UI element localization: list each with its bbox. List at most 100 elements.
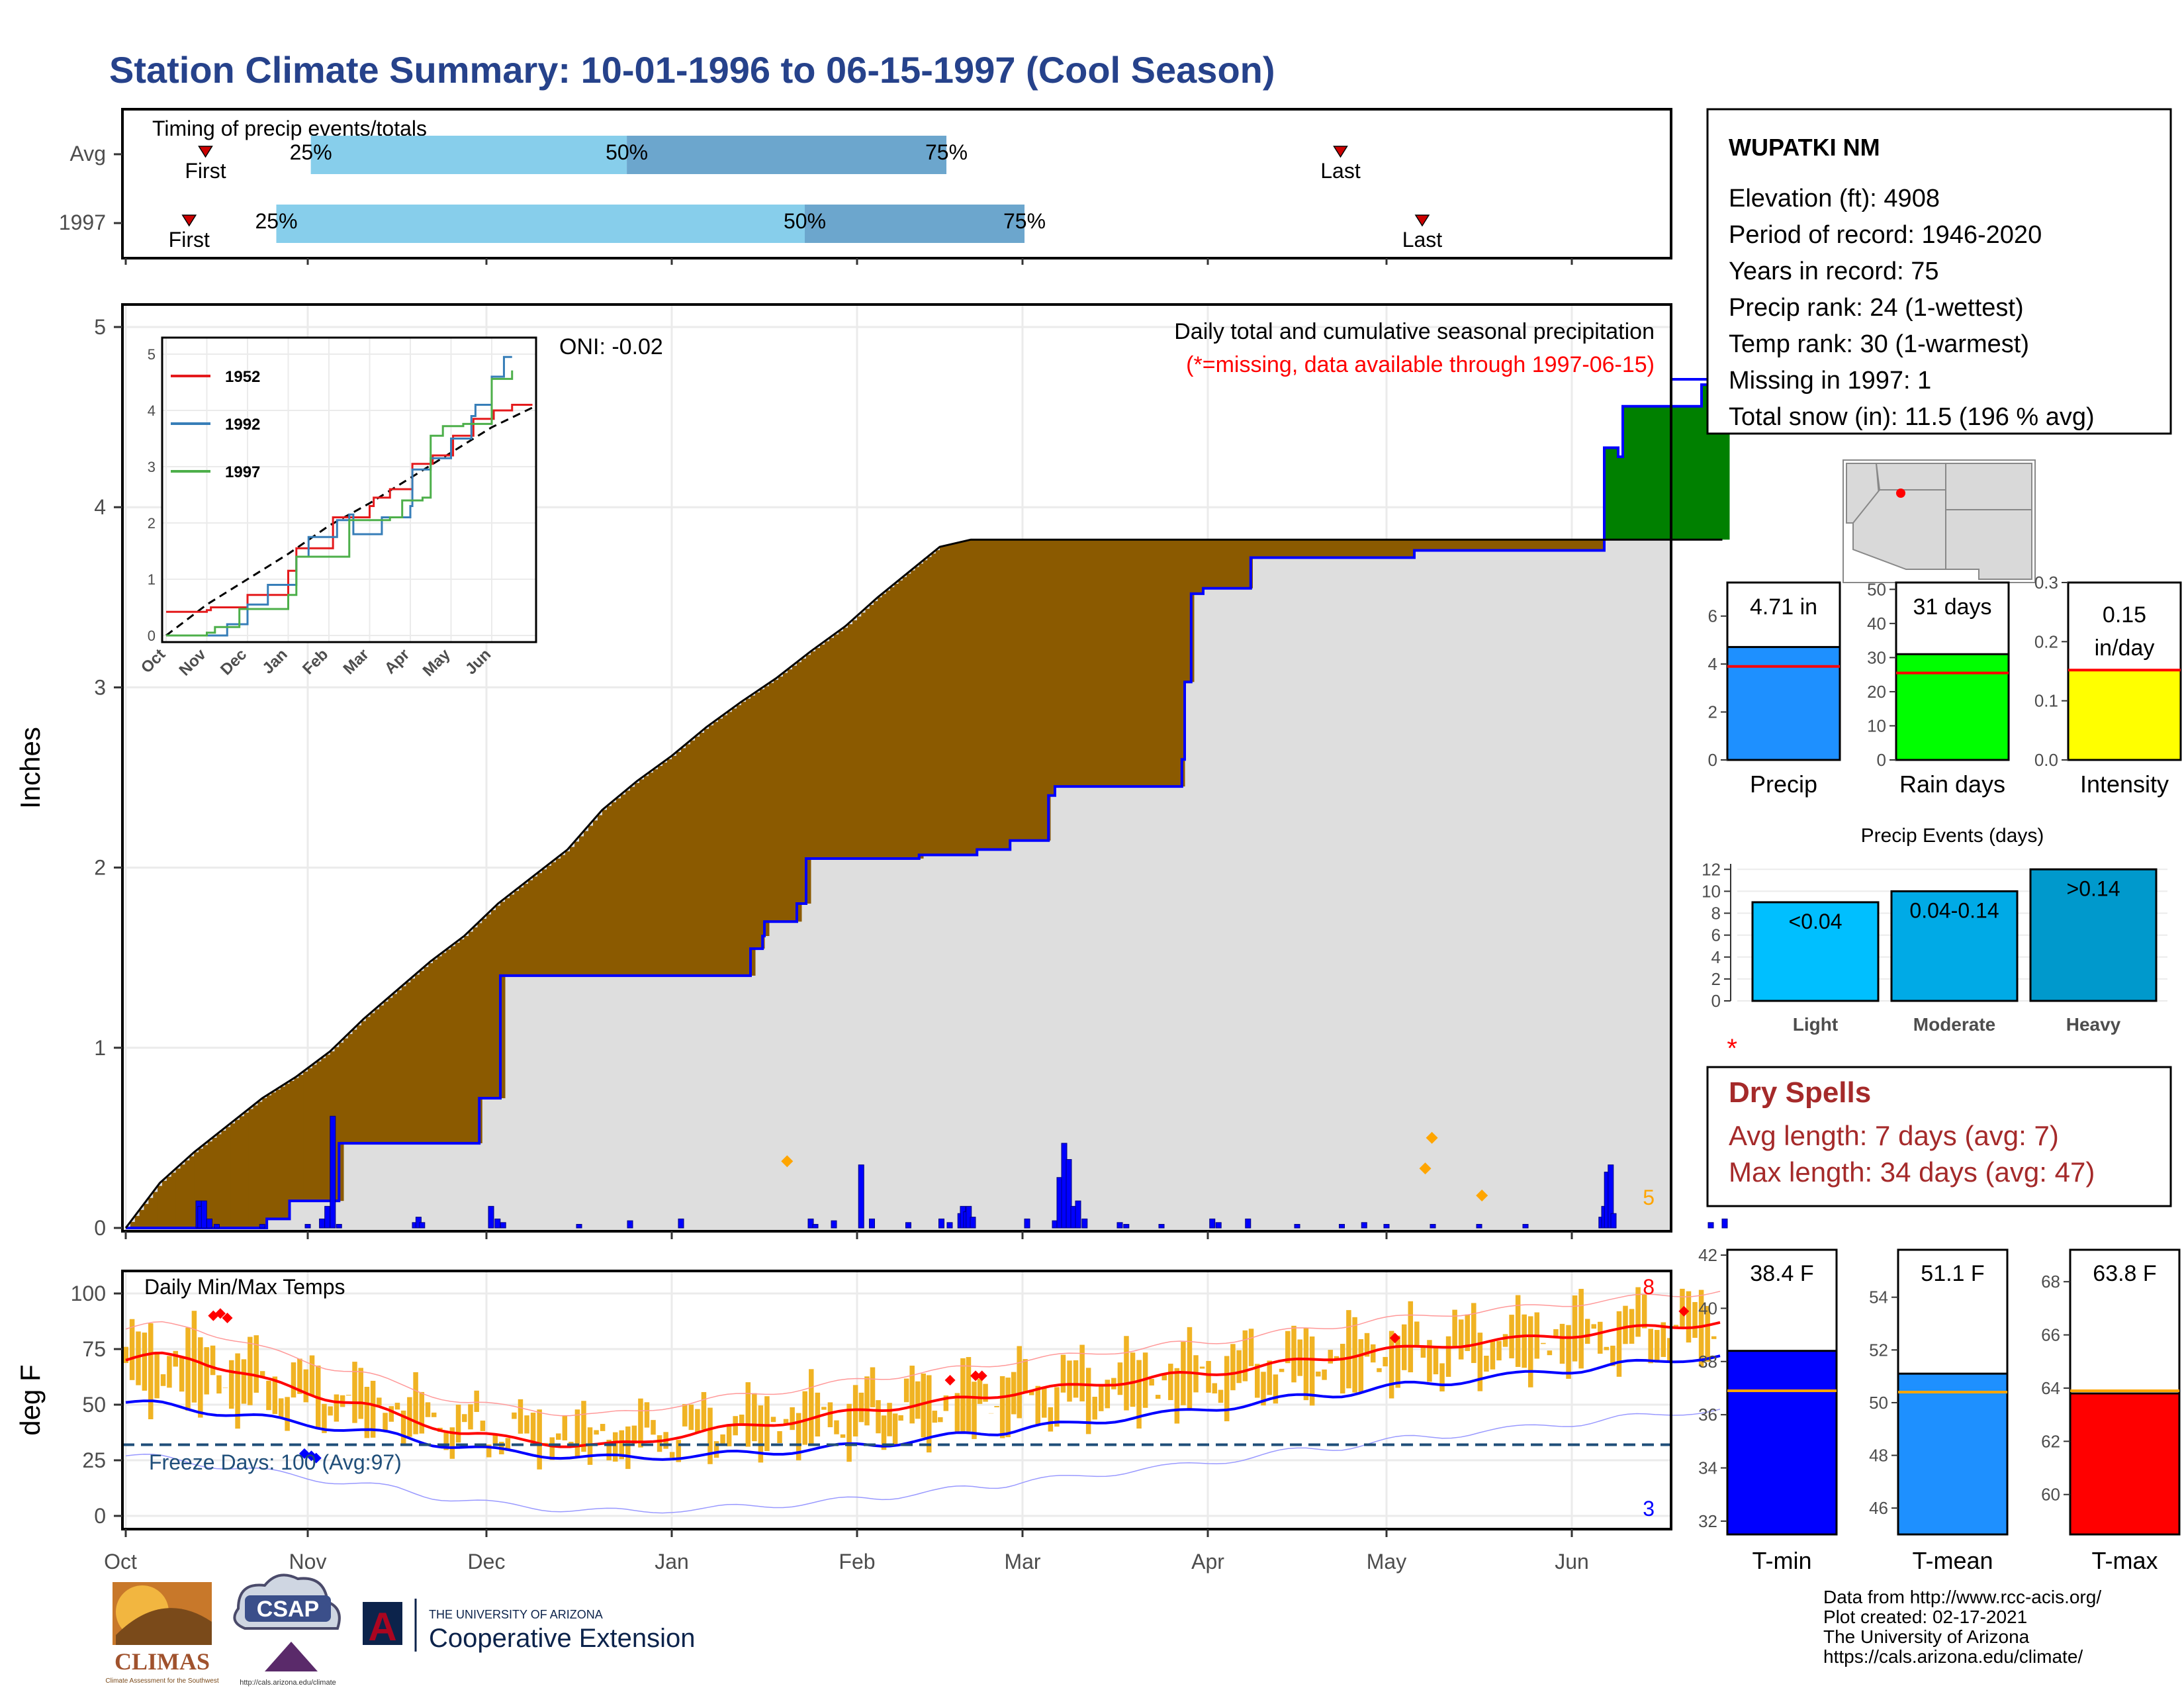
below-avg-area xyxy=(375,1009,380,1144)
daily-temp-bar xyxy=(881,1415,887,1450)
below-avg-area xyxy=(1539,539,1545,551)
temp-y-tick-label: 100 xyxy=(71,1282,106,1305)
daily-precip-bar xyxy=(1610,1213,1617,1229)
below-avg-area xyxy=(667,759,672,976)
below-avg-area xyxy=(639,779,645,976)
below-avg-area xyxy=(878,597,882,859)
daily-temp-bar xyxy=(142,1333,148,1391)
daily-temp-bar xyxy=(777,1431,782,1444)
below-avg-area xyxy=(704,729,709,976)
below-avg-area xyxy=(919,563,924,859)
below-avg-area xyxy=(1226,539,1231,588)
below-avg-area xyxy=(902,577,907,859)
below-avg-area xyxy=(760,689,765,949)
daily-temp-bar xyxy=(707,1407,713,1464)
daily-precip-bar xyxy=(1383,1224,1390,1229)
daily-temp-bar xyxy=(644,1402,650,1428)
daily-temp-bar xyxy=(1048,1407,1054,1432)
precip-bar-y-label: 0 xyxy=(1708,750,1717,770)
below-avg-area xyxy=(960,541,965,855)
daily-temp-bar xyxy=(796,1413,801,1461)
daily-temp-bar xyxy=(1099,1384,1104,1411)
below-avg-area xyxy=(1087,539,1093,787)
daily-temp-bar xyxy=(228,1360,234,1409)
daily-temp-bar xyxy=(612,1432,618,1462)
below-avg-area xyxy=(148,1197,154,1228)
below-avg-area xyxy=(848,624,853,859)
below-avg-area xyxy=(459,939,465,1144)
daily-temp-bar xyxy=(1566,1325,1571,1379)
below-avg-area xyxy=(428,963,433,1144)
daily-temp-bar xyxy=(173,1350,179,1367)
above-avg-area xyxy=(1720,385,1725,540)
daily-temp-bar xyxy=(1291,1325,1297,1383)
precip-summary-bars: 0 2 4 6 4.71 in Precip 0 10 20 30 40 50 31 days Rain … xyxy=(1708,573,2182,798)
daily-temp-bar xyxy=(1248,1329,1254,1366)
below-avg-area xyxy=(1576,539,1582,551)
daily-temp-bar xyxy=(1414,1321,1420,1346)
station-missing: Missing in 1997: 1 xyxy=(1729,367,1931,395)
temp-bar-y-label: 62 xyxy=(2041,1431,2060,1451)
below-avg-area xyxy=(235,1119,240,1228)
timing-last-label: Last xyxy=(1320,159,1361,183)
daily-temp-bar xyxy=(1073,1360,1079,1398)
daily-temp-bar xyxy=(1124,1336,1129,1411)
daily-temp-bar xyxy=(549,1437,555,1460)
below-avg-area xyxy=(574,841,580,976)
daily-temp-bar xyxy=(370,1380,376,1438)
record-high-marker xyxy=(944,1375,956,1386)
daily-temp-bar xyxy=(562,1415,568,1440)
below-avg-area xyxy=(672,755,677,976)
below-avg-area xyxy=(1283,539,1289,558)
page-title: Station Climate Summary: 10-01-1996 to 0… xyxy=(109,49,1275,91)
daily-temp-bar xyxy=(1187,1327,1193,1411)
above-avg-area xyxy=(1614,447,1619,540)
daily-temp-bar xyxy=(994,1406,999,1407)
daily-temp-bar xyxy=(530,1413,536,1446)
below-avg-area xyxy=(212,1137,217,1228)
timing-label-50: 50% xyxy=(606,140,648,164)
below-avg-area xyxy=(446,949,451,1144)
below-avg-area xyxy=(1244,539,1249,588)
daily-temp-bar xyxy=(688,1404,694,1430)
below-avg-area xyxy=(1297,539,1302,558)
dry-spells-avg: Avg length: 7 days (avg: 7) xyxy=(1729,1120,2059,1151)
daily-temp-bar xyxy=(518,1399,523,1434)
below-avg-area xyxy=(584,831,589,976)
record-high-marker xyxy=(222,1312,233,1323)
daily-temp-bar xyxy=(960,1358,966,1433)
daily-temp-bar xyxy=(1079,1344,1085,1402)
below-avg-area xyxy=(1212,539,1217,588)
daily-temp-bar xyxy=(328,1406,333,1416)
record-high-marker xyxy=(970,1370,981,1382)
daily-precip-bar xyxy=(324,1205,331,1229)
daily-temp-bar xyxy=(676,1440,681,1462)
below-avg-area xyxy=(473,927,478,1144)
below-avg-area xyxy=(528,880,533,976)
below-avg-area xyxy=(1470,539,1475,551)
daily-temp-bar xyxy=(790,1407,795,1430)
credit-plot-date: Plot created: 02-17-2021 xyxy=(1823,1607,2027,1627)
daily-temp-bar xyxy=(222,1387,228,1388)
below-avg-area xyxy=(806,655,811,904)
precip-bar-y-label: 6 xyxy=(1708,606,1717,626)
below-avg-area xyxy=(676,752,682,976)
month-axis-label: Mar xyxy=(1004,1550,1040,1573)
timing-first-label: First xyxy=(185,159,226,183)
below-avg-area xyxy=(1014,539,1019,841)
below-avg-area xyxy=(635,782,640,976)
below-avg-area xyxy=(1414,539,1420,551)
temp-plot xyxy=(122,1287,1721,1514)
below-avg-area xyxy=(612,802,617,976)
station-name: WUPATKI NM xyxy=(1729,134,1880,161)
daily-precip-bar xyxy=(1215,1222,1222,1229)
record-max-line xyxy=(125,1290,1721,1417)
daily-temp-bar xyxy=(235,1353,240,1429)
credit-data-source: Data from http://www.rcc-acis.org/ xyxy=(1823,1587,2101,1607)
above-avg-area xyxy=(1711,385,1716,540)
daily-temp-bar xyxy=(815,1392,821,1437)
below-avg-area xyxy=(285,1084,290,1219)
daily-temp-bar xyxy=(1370,1344,1376,1363)
